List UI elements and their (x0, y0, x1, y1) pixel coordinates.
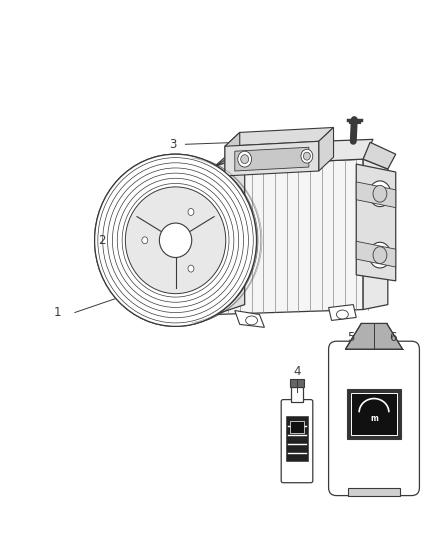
Text: 3: 3 (169, 138, 176, 151)
Ellipse shape (373, 247, 387, 263)
Bar (348, 488, 400, 496)
Polygon shape (319, 127, 333, 171)
Ellipse shape (304, 152, 311, 160)
Polygon shape (356, 182, 396, 208)
Ellipse shape (369, 181, 391, 207)
Polygon shape (363, 159, 388, 310)
Ellipse shape (159, 223, 192, 257)
Polygon shape (225, 141, 319, 176)
Polygon shape (215, 159, 363, 314)
Text: 1: 1 (53, 306, 61, 319)
Polygon shape (235, 311, 265, 327)
Ellipse shape (159, 223, 192, 257)
Bar (290, 422, 304, 433)
Text: m: m (370, 414, 378, 423)
Bar (290, 379, 304, 387)
Text: 6: 6 (389, 331, 396, 344)
Polygon shape (356, 164, 396, 281)
Ellipse shape (188, 208, 194, 215)
Text: 2: 2 (98, 234, 105, 247)
Bar (351, 393, 397, 435)
Polygon shape (225, 127, 333, 146)
Ellipse shape (373, 185, 387, 202)
Polygon shape (215, 156, 245, 314)
Ellipse shape (125, 187, 226, 294)
Ellipse shape (246, 316, 258, 325)
Polygon shape (215, 139, 373, 166)
Polygon shape (225, 132, 240, 176)
Polygon shape (363, 142, 396, 169)
Polygon shape (235, 147, 309, 171)
Ellipse shape (188, 265, 194, 272)
Ellipse shape (95, 154, 257, 326)
Ellipse shape (142, 237, 148, 244)
Ellipse shape (238, 151, 251, 167)
FancyBboxPatch shape (281, 400, 313, 483)
Polygon shape (356, 241, 396, 267)
Polygon shape (328, 304, 356, 320)
Bar (347, 389, 401, 439)
Ellipse shape (301, 149, 313, 163)
FancyBboxPatch shape (328, 341, 420, 496)
Ellipse shape (125, 187, 226, 294)
Ellipse shape (241, 155, 249, 164)
Polygon shape (215, 142, 265, 166)
Polygon shape (346, 324, 403, 349)
Bar (291, 387, 303, 401)
Text: 5: 5 (348, 331, 355, 344)
Ellipse shape (336, 310, 348, 319)
Text: 4: 4 (293, 366, 301, 378)
Ellipse shape (95, 154, 257, 326)
Ellipse shape (369, 243, 391, 268)
Bar (286, 416, 308, 461)
